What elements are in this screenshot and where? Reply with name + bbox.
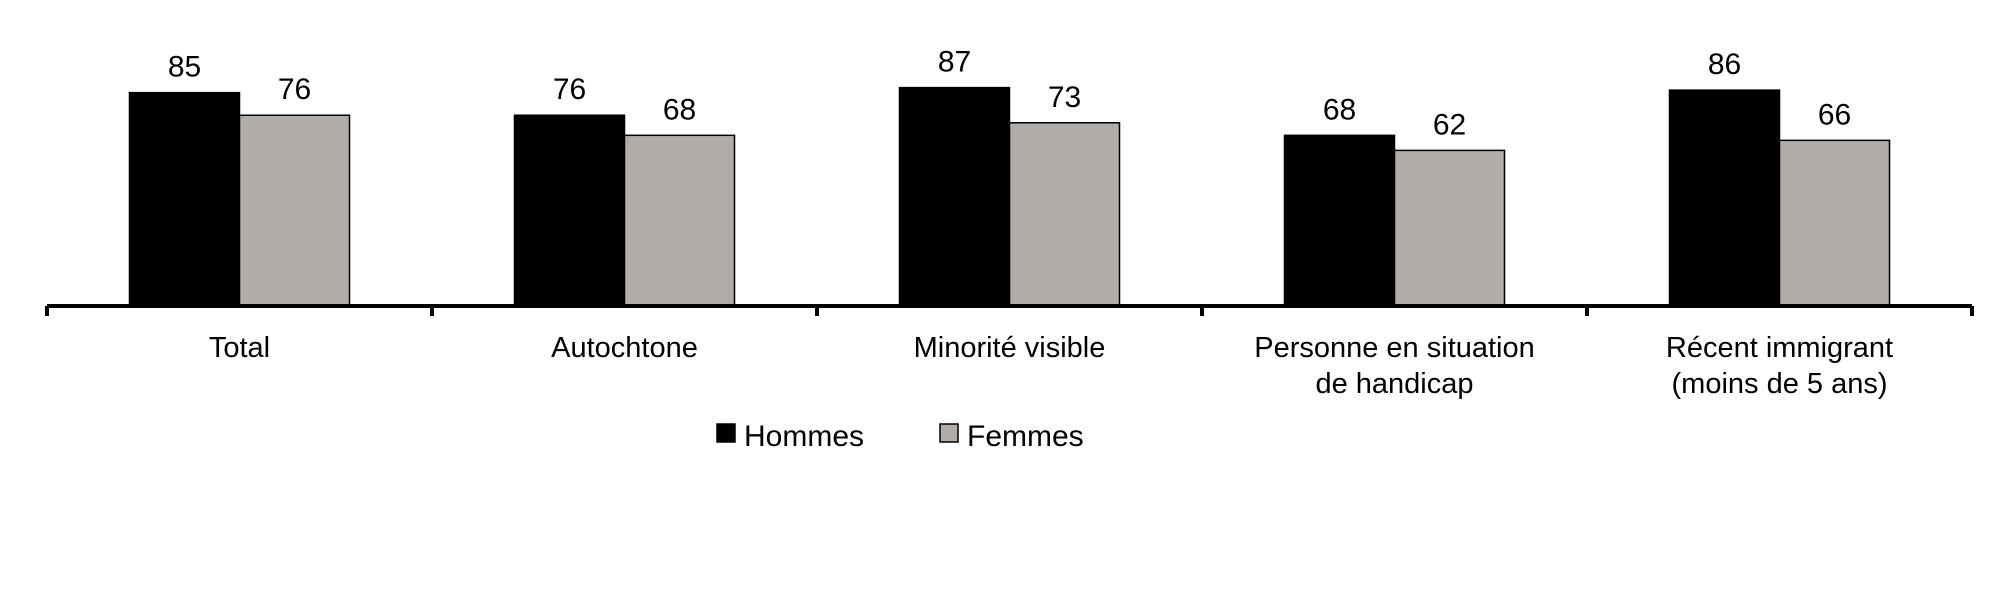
- data-label-femmes-1: 68: [663, 93, 696, 126]
- category-label-0: Total: [209, 332, 270, 364]
- bar-hommes-3: [1283, 134, 1396, 307]
- data-label-hommes-1: 76: [553, 73, 586, 106]
- x-axis: [45, 304, 1974, 316]
- data-label-femmes-4: 66: [1818, 98, 1851, 131]
- legend-label-hommes: Hommes: [744, 420, 864, 453]
- bar-hommes-4: [1668, 89, 1781, 307]
- data-label-hommes-4: 86: [1708, 48, 1741, 81]
- legend-swatch-femmes: [939, 423, 959, 443]
- data-label-femmes-2: 73: [1048, 81, 1081, 114]
- category-label-3: Personne en situation de handicap: [1254, 332, 1535, 400]
- data-labels-group: 85 76 76 68 87 73 68 62 86 66: [168, 46, 1851, 142]
- data-label-femmes-0: 76: [278, 73, 311, 106]
- legend: Hommes Femmes: [716, 420, 1084, 453]
- data-label-hommes-3: 68: [1323, 93, 1356, 126]
- legend-swatch-hommes: [716, 423, 736, 443]
- category-label-2: Minorité visible: [914, 332, 1106, 364]
- data-label-hommes-0: 85: [168, 51, 201, 84]
- bar-femmes-1: [623, 134, 736, 307]
- bar-hommes-0: [128, 91, 241, 307]
- bar-femmes-2: [1008, 122, 1121, 307]
- bars-group: [128, 86, 1891, 307]
- bar-femmes-4: [1778, 139, 1891, 307]
- bar-hommes-2: [898, 86, 1011, 307]
- data-label-femmes-3: 62: [1433, 108, 1466, 141]
- category-labels-group: Total Autochtone Minorité visible Personne …: [209, 332, 1893, 400]
- bar-hommes-1: [513, 114, 626, 307]
- legend-label-femmes: Femmes: [967, 420, 1084, 453]
- category-label-4: Récent immigrant (moins de 5 ans): [1666, 332, 1893, 400]
- category-label-1: Autochtone: [551, 332, 698, 364]
- data-label-hommes-2: 87: [938, 46, 971, 79]
- bar-femmes-3: [1393, 149, 1506, 307]
- bar-femmes-0: [238, 114, 351, 307]
